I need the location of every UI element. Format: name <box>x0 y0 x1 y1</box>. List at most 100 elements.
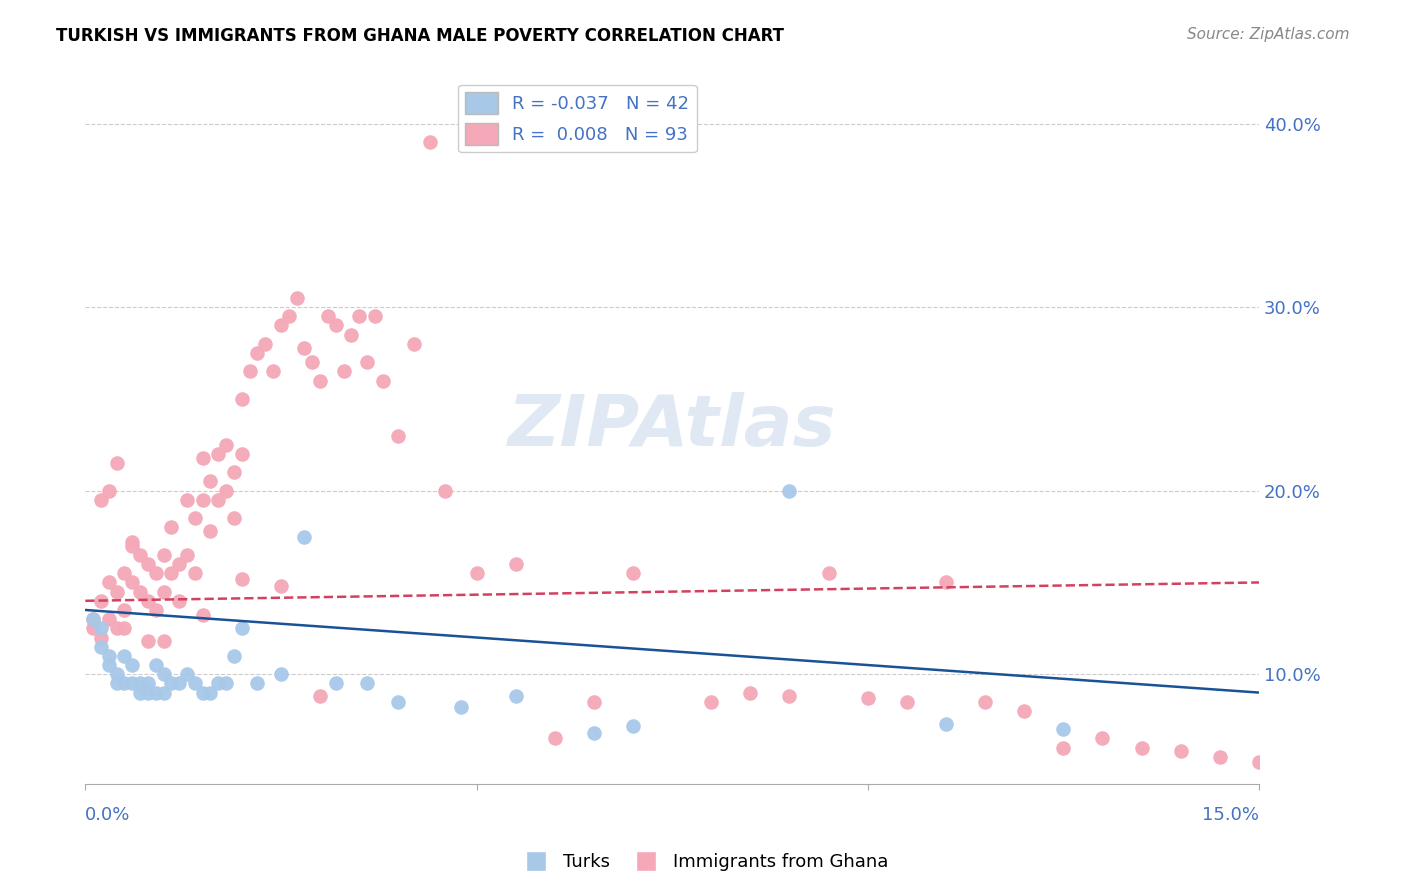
Point <box>309 690 332 704</box>
Point <box>222 648 245 663</box>
Point <box>121 539 143 553</box>
Point <box>176 548 198 562</box>
Point <box>347 310 370 324</box>
Point <box>301 355 323 369</box>
Point <box>97 612 120 626</box>
Point <box>167 676 190 690</box>
Point <box>145 566 167 581</box>
Point <box>207 492 229 507</box>
Point <box>176 667 198 681</box>
Point <box>1052 723 1074 737</box>
Point <box>112 566 135 581</box>
Point <box>112 648 135 663</box>
Point <box>371 374 394 388</box>
Text: TURKISH VS IMMIGRANTS FROM GHANA MALE POVERTY CORRELATION CHART: TURKISH VS IMMIGRANTS FROM GHANA MALE PO… <box>56 27 785 45</box>
Text: 0.0%: 0.0% <box>86 806 131 824</box>
Point <box>505 557 527 571</box>
Point <box>145 658 167 673</box>
Point <box>121 575 143 590</box>
Point <box>97 575 120 590</box>
Point <box>152 634 174 648</box>
Point <box>121 676 143 690</box>
Point <box>231 447 253 461</box>
Text: 15.0%: 15.0% <box>1202 806 1258 824</box>
Point <box>105 456 128 470</box>
Point <box>450 700 472 714</box>
Point <box>191 685 214 699</box>
Point <box>160 676 183 690</box>
Point <box>105 676 128 690</box>
Point <box>90 492 112 507</box>
Point <box>896 695 918 709</box>
Point <box>121 535 143 549</box>
Point <box>270 318 292 333</box>
Point <box>184 566 207 581</box>
Point <box>105 584 128 599</box>
Point <box>200 524 222 538</box>
Point <box>1209 749 1232 764</box>
Point <box>239 364 262 378</box>
Point <box>82 612 104 626</box>
Point <box>356 355 378 369</box>
Point <box>222 466 245 480</box>
Legend: R = -0.037   N = 42, R =  0.008   N = 93: R = -0.037 N = 42, R = 0.008 N = 93 <box>458 85 696 153</box>
Point <box>1052 740 1074 755</box>
Point <box>167 594 190 608</box>
Point <box>465 566 488 581</box>
Point <box>145 603 167 617</box>
Point <box>215 438 238 452</box>
Point <box>856 691 879 706</box>
Point <box>292 530 315 544</box>
Point <box>1012 704 1035 718</box>
Point <box>364 310 387 324</box>
Point <box>309 374 332 388</box>
Point <box>112 621 135 635</box>
Point <box>621 718 644 732</box>
Point <box>402 336 425 351</box>
Point <box>207 676 229 690</box>
Point <box>419 135 441 149</box>
Point <box>136 634 159 648</box>
Point <box>136 676 159 690</box>
Point <box>935 716 957 731</box>
Point <box>544 731 567 746</box>
Point <box>316 310 339 324</box>
Legend: Turks, Immigrants from Ghana: Turks, Immigrants from Ghana <box>510 847 896 879</box>
Point <box>200 685 222 699</box>
Point <box>974 695 997 709</box>
Point <box>129 685 152 699</box>
Point <box>1091 731 1114 746</box>
Point <box>136 685 159 699</box>
Point <box>207 447 229 461</box>
Point <box>254 336 277 351</box>
Point <box>817 566 839 581</box>
Point <box>97 483 120 498</box>
Point <box>1130 740 1153 755</box>
Point <box>97 648 120 663</box>
Point <box>184 676 207 690</box>
Point <box>82 612 104 626</box>
Point <box>90 621 112 635</box>
Point <box>152 584 174 599</box>
Point <box>285 291 308 305</box>
Point <box>105 667 128 681</box>
Point <box>740 685 762 699</box>
Point <box>176 492 198 507</box>
Point <box>112 676 135 690</box>
Point <box>277 310 299 324</box>
Point <box>191 492 214 507</box>
Point <box>434 483 457 498</box>
Point <box>136 594 159 608</box>
Point <box>215 483 238 498</box>
Point <box>332 364 354 378</box>
Point <box>700 695 723 709</box>
Point <box>90 631 112 645</box>
Point <box>152 548 174 562</box>
Point <box>222 511 245 525</box>
Point <box>582 695 605 709</box>
Point <box>246 676 269 690</box>
Point <box>152 667 174 681</box>
Point <box>779 690 801 704</box>
Point <box>779 483 801 498</box>
Point <box>191 608 214 623</box>
